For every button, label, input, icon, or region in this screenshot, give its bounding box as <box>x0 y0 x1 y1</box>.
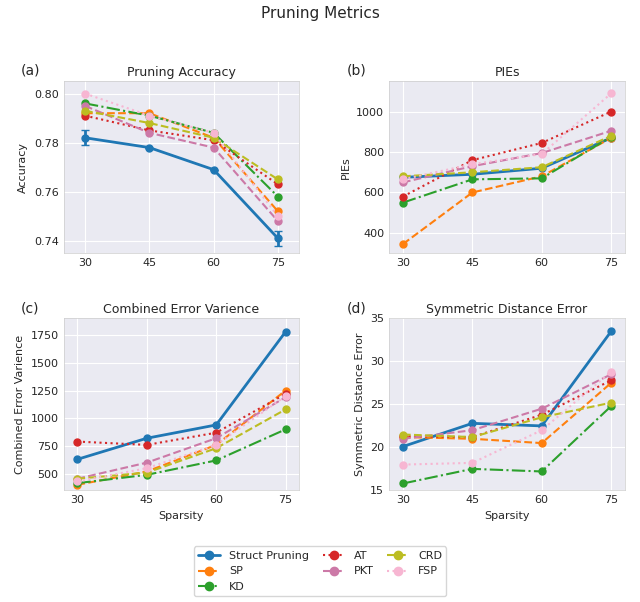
Title: Pruning Accuracy: Pruning Accuracy <box>127 66 236 79</box>
Y-axis label: Symmetric Distance Error: Symmetric Distance Error <box>355 333 365 476</box>
Title: Symmetric Distance Error: Symmetric Distance Error <box>426 303 588 316</box>
Y-axis label: Accuracy: Accuracy <box>19 141 28 193</box>
Text: (c): (c) <box>21 301 40 315</box>
Y-axis label: Combined Error Varience: Combined Error Varience <box>15 335 25 474</box>
Title: PIEs: PIEs <box>494 66 520 79</box>
Title: Combined Error Varience: Combined Error Varience <box>104 303 260 316</box>
Legend: Struct Pruning, SP, KD, AT, PKT, CRD, FSP: Struct Pruning, SP, KD, AT, PKT, CRD, FS… <box>194 547 446 597</box>
X-axis label: Sparsity: Sparsity <box>159 510 204 521</box>
X-axis label: Sparsity: Sparsity <box>484 510 530 521</box>
Text: Pruning Metrics: Pruning Metrics <box>260 6 380 21</box>
Text: (d): (d) <box>347 301 366 315</box>
Y-axis label: PIEs: PIEs <box>340 156 351 179</box>
Text: (a): (a) <box>21 64 40 78</box>
Text: (b): (b) <box>347 64 366 78</box>
